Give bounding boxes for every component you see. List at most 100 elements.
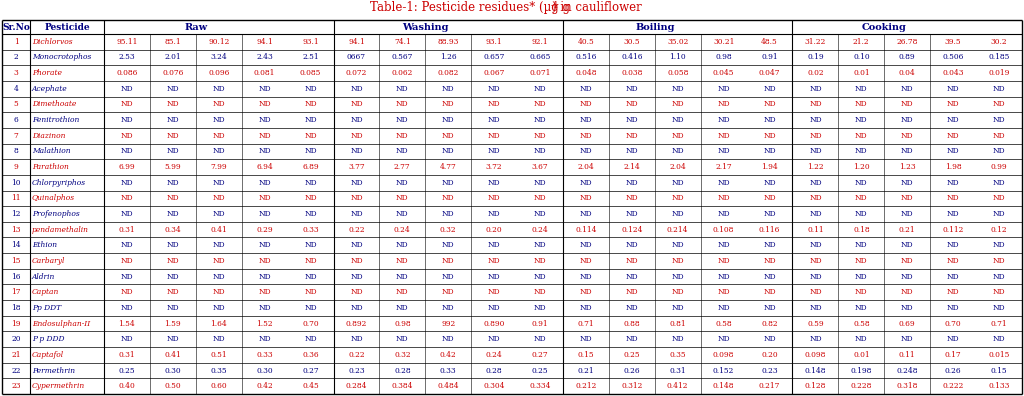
Text: 93.1: 93.1 [302,38,318,46]
Text: 1.20: 1.20 [853,163,869,171]
Text: ND: ND [396,304,409,312]
Text: 0667: 0667 [347,53,366,61]
Text: 0.31: 0.31 [119,226,135,234]
Text: ND: ND [809,147,822,155]
Text: ) in cauliflower: ) in cauliflower [552,1,642,14]
Text: ND: ND [809,194,822,202]
Text: ND: ND [992,132,1006,140]
Text: ND: ND [350,132,362,140]
Text: ND: ND [167,132,179,140]
Text: 74.1: 74.1 [394,38,411,46]
Text: ND: ND [992,147,1006,155]
Text: ND: ND [487,132,501,140]
Text: 0.21: 0.21 [899,226,915,234]
Text: ND: ND [258,194,271,202]
Text: ND: ND [487,194,501,202]
Text: 95.11: 95.11 [117,38,137,46]
Text: 5.99: 5.99 [165,163,181,171]
Text: 0.33: 0.33 [256,351,273,359]
Text: ND: ND [626,101,638,109]
Text: ND: ND [212,257,225,265]
Text: ND: ND [992,272,1006,281]
Text: ND: ND [396,116,409,124]
Text: ND: ND [718,210,730,218]
Text: ND: ND [258,116,271,124]
Text: 94.1: 94.1 [348,38,365,46]
Text: 16: 16 [11,272,20,281]
Text: 0.148: 0.148 [805,367,826,375]
Text: Dichlorvos: Dichlorvos [32,38,73,46]
Text: ND: ND [534,101,547,109]
Text: 1.59: 1.59 [165,320,181,327]
Text: 0.24: 0.24 [394,226,411,234]
Text: 19: 19 [11,320,20,327]
Text: 0.416: 0.416 [622,53,643,61]
Text: ND: ND [992,194,1006,202]
Text: 1.52: 1.52 [256,320,273,327]
Text: 0.045: 0.045 [713,69,734,77]
Text: 0.88: 0.88 [624,320,640,327]
Text: 0.24: 0.24 [485,351,503,359]
Text: ND: ND [763,241,776,249]
Text: ND: ND [167,288,179,296]
Text: ND: ND [901,335,913,343]
Text: 0.20: 0.20 [485,226,503,234]
Text: 0.20: 0.20 [761,351,778,359]
Text: ND: ND [487,241,501,249]
Text: ND: ND [396,101,409,109]
Text: ND: ND [809,288,822,296]
Text: ND: ND [442,335,455,343]
Text: 0.665: 0.665 [529,53,551,61]
Text: 0.15: 0.15 [991,367,1008,375]
Text: ND: ND [809,257,822,265]
Text: ND: ND [258,335,271,343]
Text: 2.04: 2.04 [670,163,686,171]
Text: ND: ND [396,288,409,296]
Text: ND: ND [672,101,684,109]
Text: 0.10: 0.10 [853,53,869,61]
Text: 0.25: 0.25 [531,367,549,375]
Text: ND: ND [580,304,592,312]
Text: 10: 10 [11,179,20,187]
Text: 0.34: 0.34 [165,226,181,234]
Text: pendamethalin: pendamethalin [32,226,89,234]
Text: 3: 3 [13,69,18,77]
Text: 0.59: 0.59 [807,320,823,327]
Text: ND: ND [534,85,547,93]
Text: ND: ND [212,101,225,109]
Text: 0.318: 0.318 [897,382,918,390]
Text: ND: ND [396,194,409,202]
Text: 0.82: 0.82 [761,320,778,327]
Text: 0.019: 0.019 [988,69,1010,77]
Text: ND: ND [167,85,179,93]
Text: 0.11: 0.11 [899,351,915,359]
Text: ND: ND [442,147,455,155]
Text: ND: ND [212,179,225,187]
Text: 0.50: 0.50 [165,382,181,390]
Text: ND: ND [396,147,409,155]
Text: 39.5: 39.5 [945,38,962,46]
Text: 0.304: 0.304 [483,382,505,390]
Text: ND: ND [304,85,316,93]
Text: ND: ND [487,116,501,124]
Text: ND: ND [626,116,638,124]
Text: 0.23: 0.23 [348,367,365,375]
Text: 1.23: 1.23 [899,163,915,171]
Text: ND: ND [763,257,776,265]
Text: ND: ND [947,304,959,312]
Text: 1.94: 1.94 [761,163,778,171]
Text: ND: ND [258,257,271,265]
Text: ND: ND [534,272,547,281]
Text: ND: ND [534,210,547,218]
Text: ND: ND [121,194,133,202]
Text: ND: ND [718,132,730,140]
Text: ND: ND [855,272,867,281]
Text: ND: ND [809,179,822,187]
Text: 0.185: 0.185 [988,53,1010,61]
Text: ND: ND [718,85,730,93]
Text: 0.31: 0.31 [119,351,135,359]
Text: ND: ND [534,335,547,343]
Text: 0.133: 0.133 [988,382,1010,390]
Text: Acephate: Acephate [32,85,68,93]
Text: 0.17: 0.17 [945,351,962,359]
